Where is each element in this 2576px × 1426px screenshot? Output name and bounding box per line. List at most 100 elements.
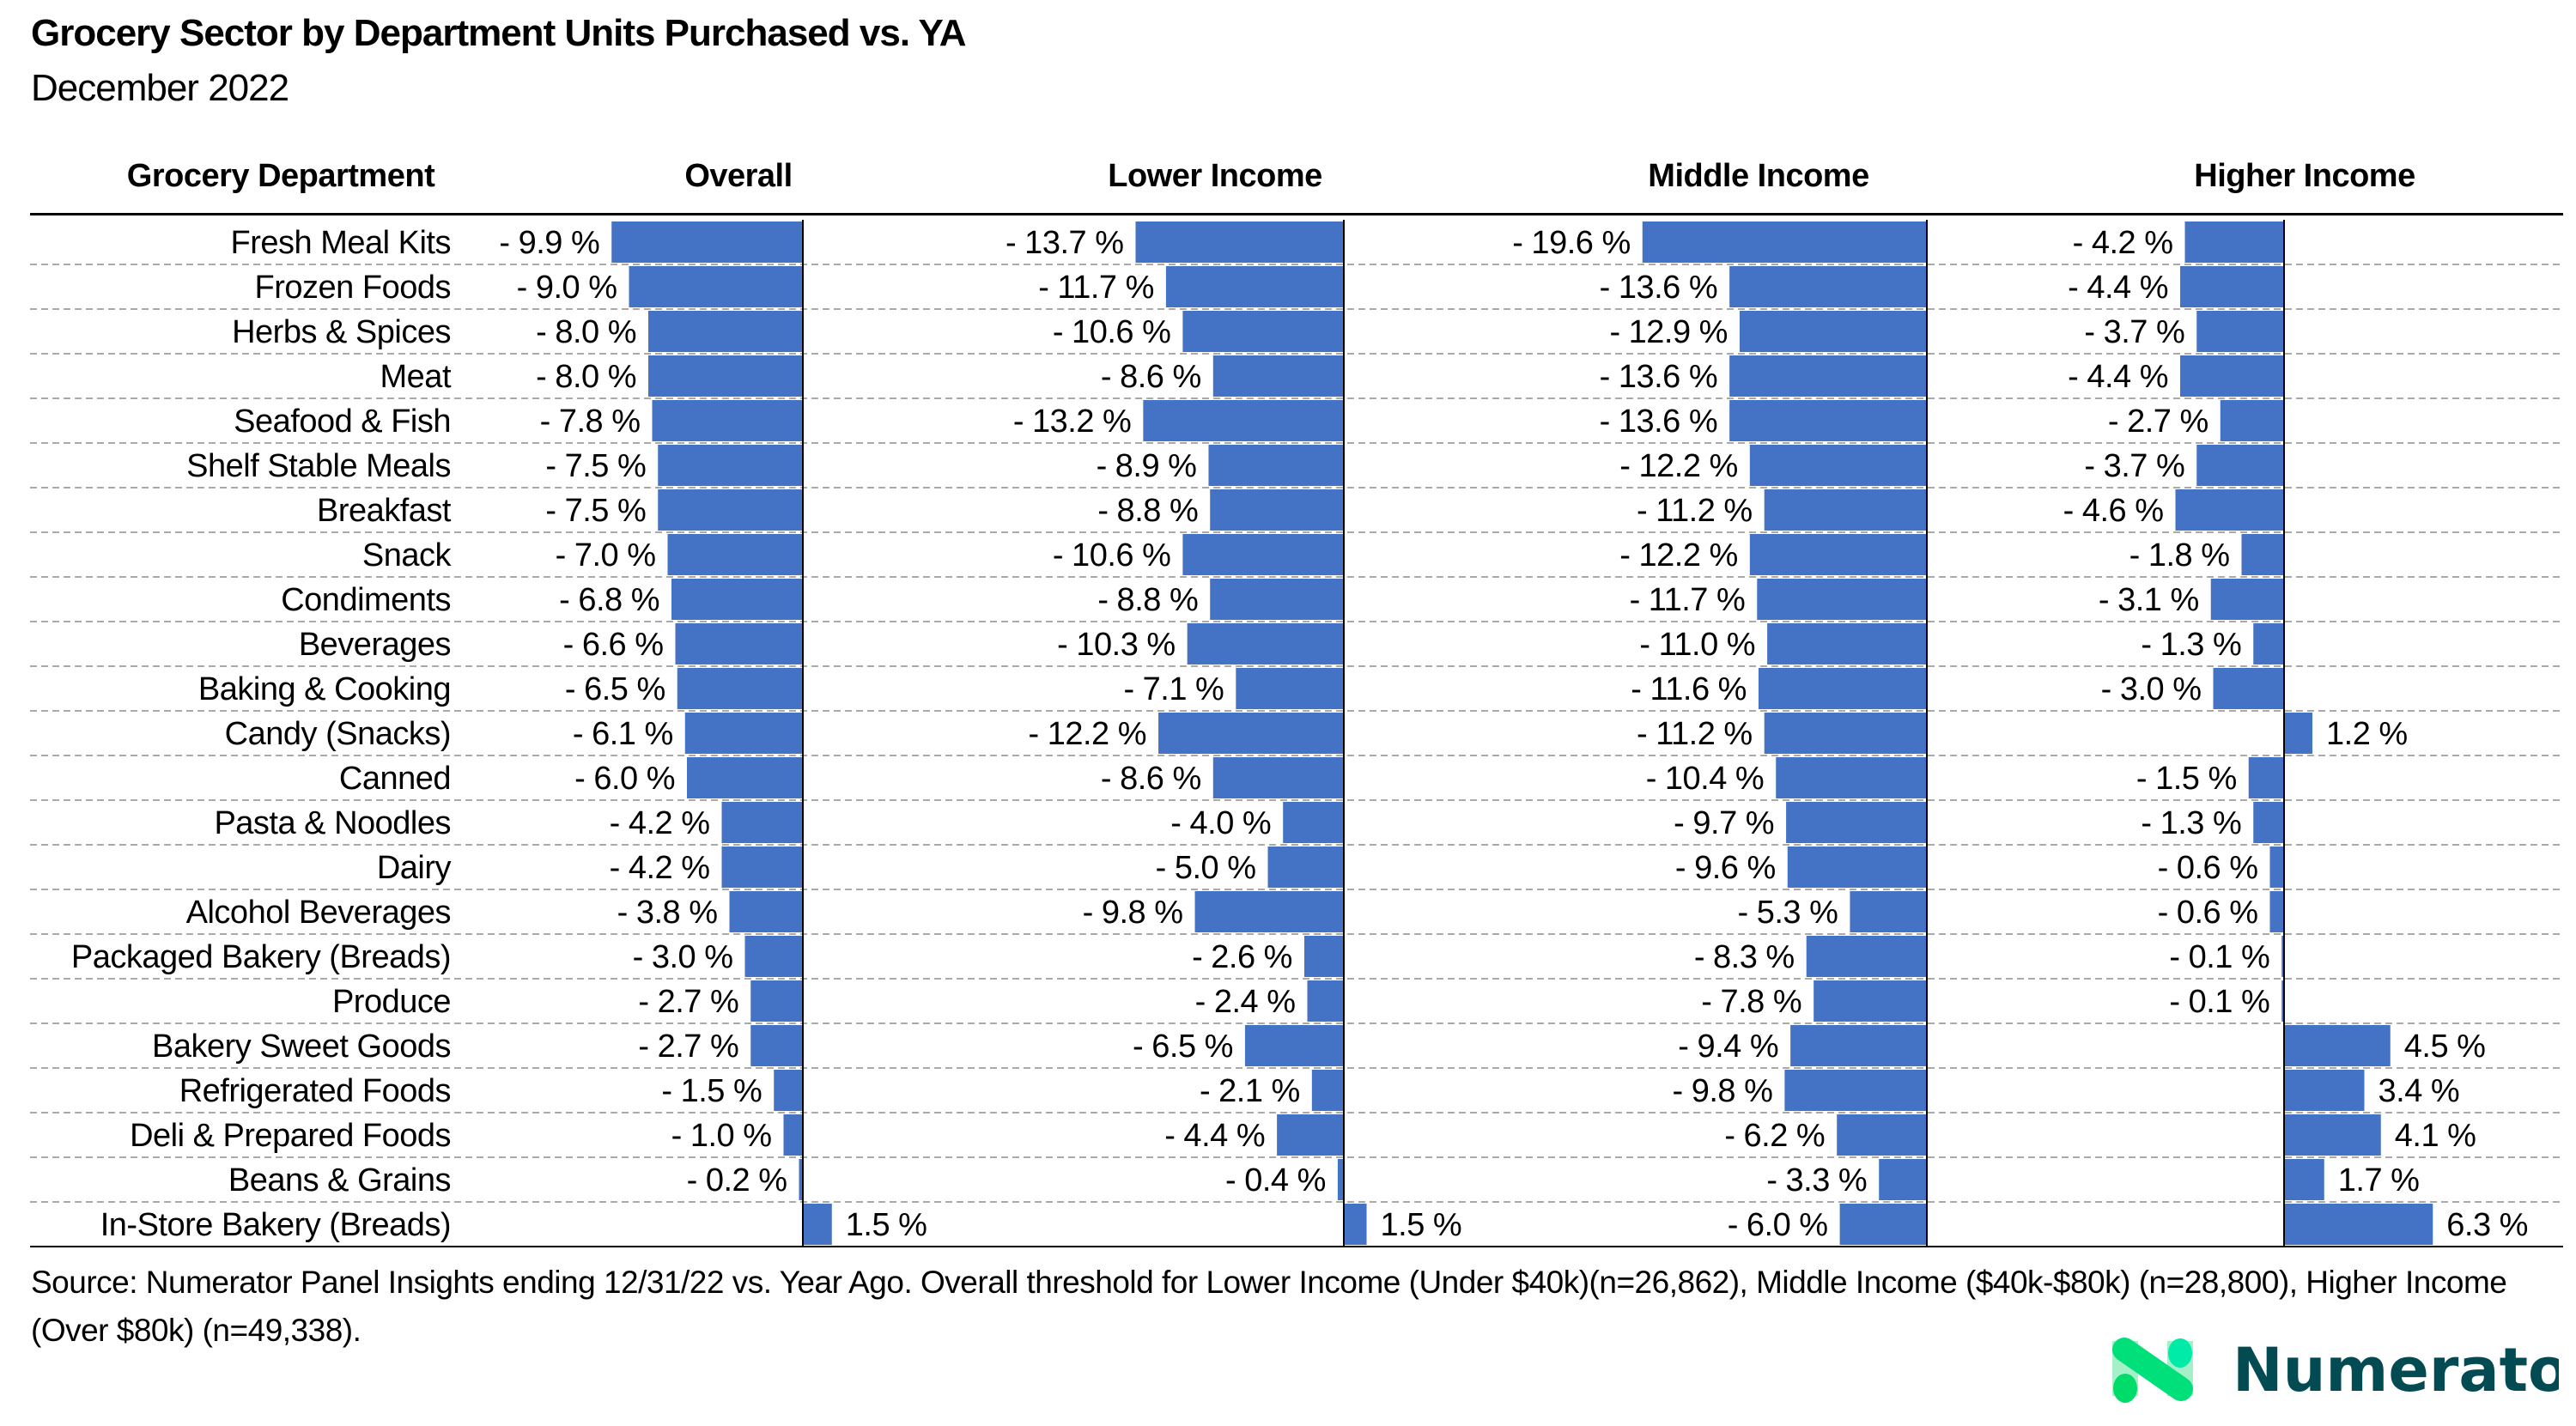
- bar-higher-income-canned: [2248, 757, 2284, 798]
- data-label-higher-income-in-store-bakery-breads: 6.3 %: [2446, 1207, 2528, 1243]
- data-label-lower-income-meat: - 8.6 %: [1101, 359, 1201, 395]
- data-label-overall-dairy: - 4.2 %: [610, 850, 710, 886]
- category-label-condiments: Condiments: [281, 582, 451, 618]
- data-label-higher-income-fresh-meal-kits: - 4.2 %: [2073, 225, 2173, 261]
- data-label-higher-income-frozen-foods: - 4.4 %: [2068, 270, 2168, 306]
- bar-overall-beans-grains: [799, 1159, 803, 1200]
- data-label-higher-income-beans-grains: 1.7 %: [2338, 1162, 2420, 1198]
- category-label-meat: Meat: [380, 359, 452, 395]
- bar-overall-dairy: [721, 846, 803, 888]
- bar-lower-income-snack: [1182, 534, 1344, 575]
- data-label-higher-income-seafood-fish: - 2.7 %: [2108, 404, 2208, 440]
- data-label-lower-income-herbs-spices: - 10.6 %: [1053, 314, 1171, 350]
- bar-middle-income-in-store-bakery-breads: [1839, 1204, 1927, 1245]
- data-label-higher-income-pasta-noodles: - 1.3 %: [2141, 805, 2241, 841]
- bar-overall-in-store-bakery-breads: [803, 1204, 832, 1245]
- data-label-lower-income-produce: - 2.4 %: [1195, 984, 1296, 1020]
- header-divider: [30, 213, 2563, 215]
- bar-middle-income-seafood-fish: [1729, 400, 1927, 441]
- bar-middle-income-refrigerated-foods: [1784, 1070, 1927, 1111]
- data-label-overall-produce: - 2.7 %: [638, 984, 738, 1020]
- bar-higher-income-refrigerated-foods: [2284, 1070, 2365, 1111]
- data-label-higher-income-breakfast: - 4.6 %: [2063, 493, 2164, 529]
- bar-higher-income-shelf-stable-meals: [2196, 445, 2284, 486]
- bar-middle-income-alcohol-beverages: [1850, 891, 1927, 932]
- data-label-higher-income-condiments: - 3.1 %: [2099, 582, 2199, 618]
- bar-overall-breakfast: [658, 489, 803, 531]
- bar-higher-income-produce: [2281, 980, 2284, 1022]
- data-label-lower-income-beverages: - 10.3 %: [1057, 627, 1176, 663]
- data-label-middle-income-bakery-sweet-goods: - 9.4 %: [1678, 1029, 1778, 1065]
- bar-lower-income-fresh-meal-kits: [1135, 221, 1344, 263]
- data-label-lower-income-fresh-meal-kits: - 13.7 %: [1005, 225, 1124, 261]
- column-header-department: Grocery Department: [126, 158, 435, 194]
- data-label-overall-shelf-stable-meals: - 7.5 %: [545, 448, 646, 484]
- data-label-middle-income-meat: - 13.6 %: [1600, 359, 1718, 395]
- bar-lower-income-bakery-sweet-goods: [1244, 1025, 1344, 1066]
- bar-middle-income-pasta-noodles: [1786, 802, 1927, 843]
- column-header-lower-income: Lower Income: [1108, 158, 1322, 194]
- bar-middle-income-snack: [1749, 534, 1927, 575]
- bar-higher-income-breakfast: [2175, 489, 2284, 531]
- source-note: Source: Numerator Panel Insights ending …: [31, 1265, 2507, 1348]
- bar-lower-income-canned: [1212, 757, 1344, 798]
- data-label-lower-income-frozen-foods: - 11.7 %: [1038, 270, 1154, 306]
- category-label-refrigerated-foods: Refrigerated Foods: [179, 1073, 451, 1109]
- data-label-middle-income-seafood-fish: - 13.6 %: [1600, 404, 1718, 440]
- bar-overall-shelf-stable-meals: [658, 445, 803, 486]
- bar-lower-income-meat: [1212, 355, 1344, 397]
- bar-lower-income-produce: [1307, 980, 1344, 1022]
- category-label-candy-snacks: Candy (Snacks): [225, 716, 451, 752]
- bar-middle-income-baking-cooking: [1758, 668, 1927, 709]
- bar-higher-income-in-store-bakery-breads: [2284, 1204, 2433, 1245]
- logo-dot-top: [2168, 1338, 2192, 1368]
- data-label-higher-income-meat: - 4.4 %: [2068, 359, 2168, 395]
- chart-subtitle: December 2022: [31, 67, 289, 109]
- bar-middle-income-dairy: [1787, 846, 1927, 888]
- data-label-lower-income-condiments: - 8.8 %: [1097, 582, 1198, 618]
- bar-higher-income-condiments: [2210, 579, 2284, 620]
- data-label-higher-income-baking-cooking: - 3.0 %: [2101, 671, 2202, 707]
- bar-lower-income-shelf-stable-meals: [1208, 445, 1344, 486]
- data-label-overall-packaged-bakery-breads: - 3.0 %: [633, 939, 733, 975]
- numerator-logo: Numerator: [2112, 1335, 2559, 1405]
- chart-title: Grocery Sector by Department Units Purch…: [31, 12, 967, 54]
- data-label-middle-income-beans-grains: - 3.3 %: [1766, 1162, 1867, 1198]
- bar-higher-income-fresh-meal-kits: [2184, 221, 2284, 263]
- data-label-higher-income-dairy: - 0.6 %: [2158, 850, 2258, 886]
- logo-diagonal: [2112, 1338, 2193, 1401]
- category-label-bakery-sweet-goods: Bakery Sweet Goods: [152, 1029, 451, 1065]
- data-label-middle-income-produce: - 7.8 %: [1701, 984, 1801, 1020]
- data-label-overall-baking-cooking: - 6.5 %: [565, 671, 665, 707]
- data-label-lower-income-candy-snacks: - 12.2 %: [1029, 716, 1147, 752]
- data-label-lower-income-in-store-bakery-breads: 1.5 %: [1381, 1207, 1462, 1243]
- bar-lower-income-candy-snacks: [1158, 713, 1344, 754]
- bar-lower-income-beverages: [1187, 623, 1344, 664]
- bar-overall-packaged-bakery-breads: [744, 936, 803, 977]
- bar-lower-income-deli-prepared-foods: [1277, 1114, 1344, 1156]
- data-label-higher-income-bakery-sweet-goods: 4.5 %: [2404, 1029, 2486, 1065]
- data-label-middle-income-refrigerated-foods: - 9.8 %: [1672, 1073, 1772, 1109]
- data-label-middle-income-deli-prepared-foods: - 6.2 %: [1724, 1118, 1825, 1154]
- category-label-fresh-meal-kits: Fresh Meal Kits: [231, 225, 451, 261]
- bar-middle-income-fresh-meal-kits: [1642, 221, 1927, 263]
- bar-overall-produce: [750, 980, 803, 1022]
- bar-lower-income-in-store-bakery-breads: [1344, 1204, 1367, 1245]
- data-label-higher-income-shelf-stable-meals: - 3.7 %: [2084, 448, 2184, 484]
- data-label-middle-income-herbs-spices: - 12.9 %: [1609, 314, 1728, 350]
- data-label-overall-bakery-sweet-goods: - 2.7 %: [638, 1029, 738, 1065]
- data-label-middle-income-shelf-stable-meals: - 12.2 %: [1619, 448, 1738, 484]
- data-label-middle-income-alcohol-beverages: - 5.3 %: [1738, 895, 1838, 931]
- bar-lower-income-pasta-noodles: [1283, 802, 1344, 843]
- bar-chart: Fresh Meal Kits - 9.9 % - 13.7 % - 19.6 % - …: [30, 220, 2563, 1247]
- data-label-overall-pasta-noodles: - 4.2 %: [610, 805, 710, 841]
- data-label-middle-income-canned: - 10.4 %: [1646, 761, 1765, 797]
- data-label-lower-income-deli-prepared-foods: - 4.4 %: [1164, 1118, 1265, 1154]
- bar-higher-income-alcohol-beverages: [2269, 891, 2284, 932]
- bar-middle-income-packaged-bakery-breads: [1806, 936, 1927, 977]
- data-label-middle-income-in-store-bakery-breads: - 6.0 %: [1728, 1207, 1828, 1243]
- data-label-lower-income-beans-grains: - 0.4 %: [1225, 1162, 1326, 1198]
- bar-overall-meat: [648, 355, 803, 397]
- data-label-higher-income-beverages: - 1.3 %: [2141, 627, 2241, 663]
- bar-middle-income-deli-prepared-foods: [1837, 1114, 1927, 1156]
